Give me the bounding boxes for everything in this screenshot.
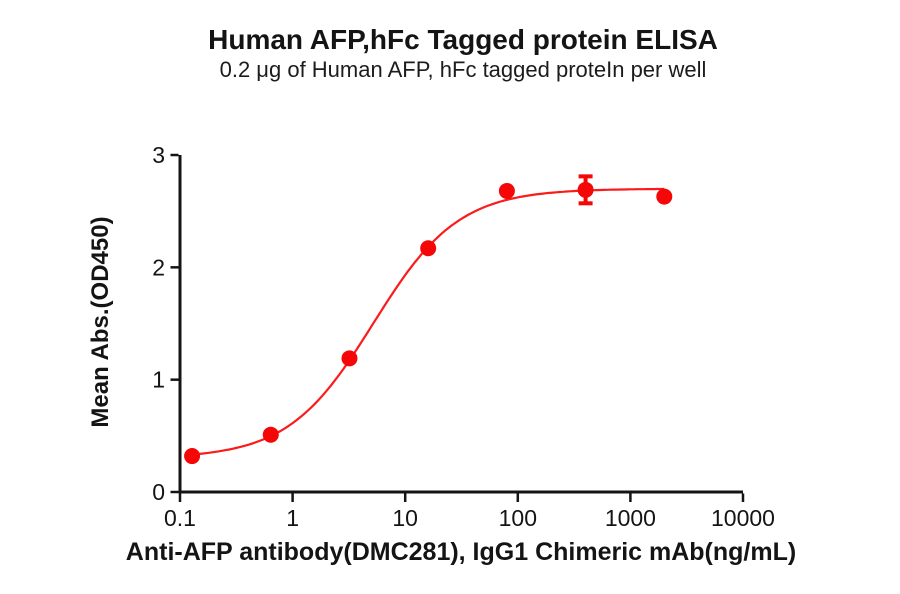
data-point — [262, 426, 279, 443]
y-axis-label: Mean Abs.(OD450) — [87, 216, 114, 427]
y-tick-label: 0 — [152, 479, 165, 505]
data-point — [656, 188, 673, 205]
x-tick-label: 100 — [499, 505, 537, 531]
x-axis-label: Anti-AFP antibody(DMC281), IgG1 Chimeric… — [126, 538, 796, 566]
data-point — [184, 448, 201, 465]
plot-area: 0.1 1 10 100 1000 10000 0 1 2 3 — [152, 142, 775, 531]
chart-subtitle: 0.2 μg of Human AFP, hFc tagged proteIn … — [220, 57, 707, 82]
y-tick-label: 3 — [152, 142, 165, 168]
y-tick-label: 1 — [152, 367, 165, 393]
x-tick-label: 10000 — [711, 505, 775, 531]
y-tick-label: 2 — [152, 254, 165, 280]
data-point — [577, 181, 594, 198]
x-tick-label: 1 — [286, 505, 299, 531]
data-point — [420, 240, 437, 257]
data-point — [498, 182, 515, 199]
chart-title: Human AFP,hFc Tagged protein ELISA — [208, 24, 718, 55]
fit-curve — [192, 187, 665, 456]
x-tick-label: 1000 — [605, 505, 656, 531]
data-point — [341, 350, 358, 367]
x-tick-label: 0.1 — [164, 505, 196, 531]
x-tick-label: 10 — [392, 505, 418, 531]
